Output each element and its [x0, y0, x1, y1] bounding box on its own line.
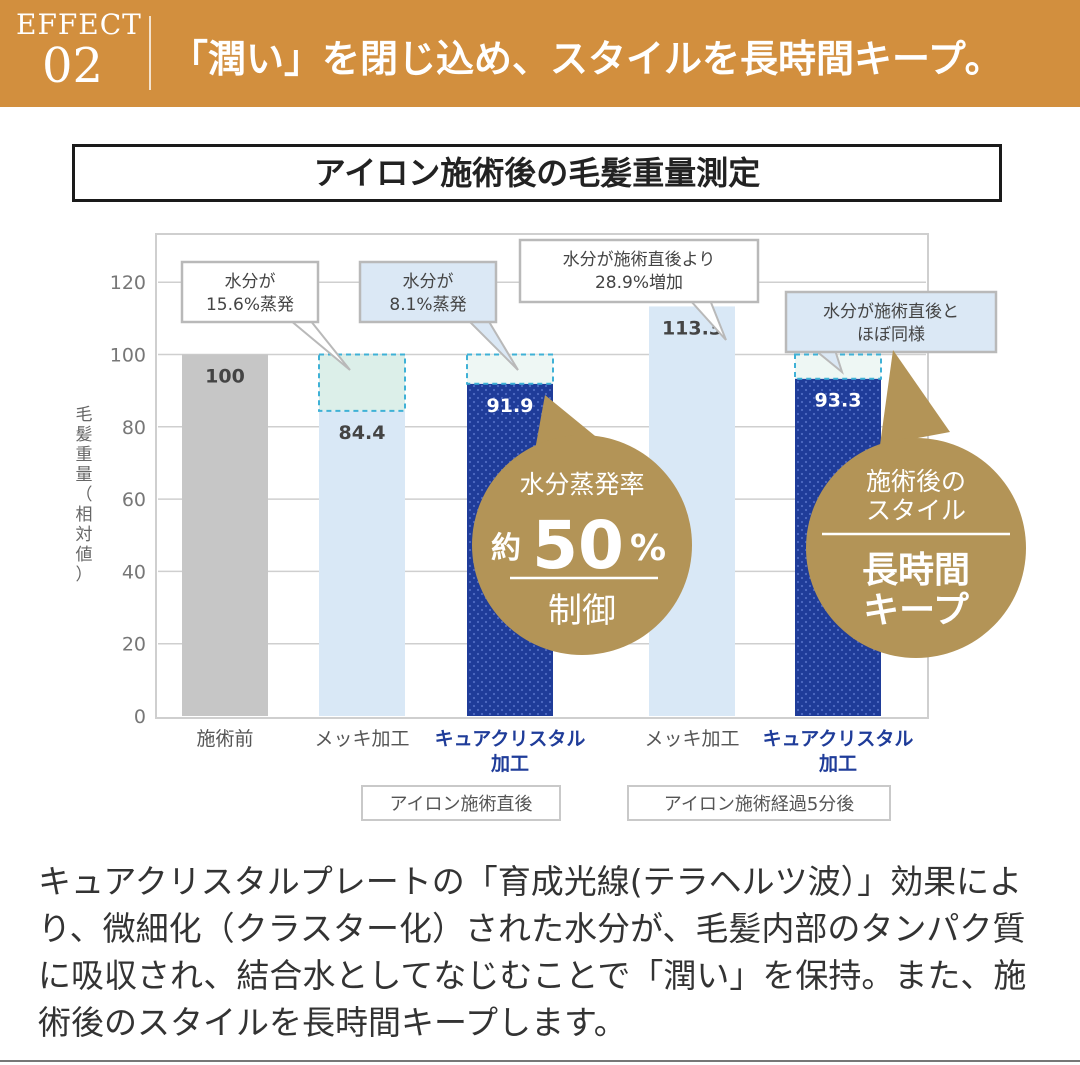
- y-tick-label: 80: [122, 417, 146, 439]
- evaporated-segment: [318, 353, 406, 412]
- x-category-label: キュアクリスタル加工: [763, 728, 914, 775]
- badge-bottom-text: 長時間: [862, 550, 970, 591]
- badge-circle: [472, 435, 692, 655]
- bar: [319, 410, 405, 716]
- header-banner: EFFECT 02 「潤い」を閉じ込め、スタイルを長時間キープ。: [0, 0, 1080, 107]
- callout-text: 8.1%蒸発: [389, 295, 466, 315]
- x-category-label: メッキ加工: [314, 728, 409, 750]
- hair-weight-chart: 0 20 40 60 80 100 120 毛髪重量（相対値） 100 84.4 91.9 113…: [76, 233, 1026, 821]
- effect-label: EFFECT: [16, 8, 142, 41]
- bar-value-label: 84.4: [339, 422, 386, 444]
- badge-bottom-text: キープ: [863, 590, 969, 631]
- y-tick-label: 40: [122, 561, 146, 583]
- y-tick-label: 60: [122, 489, 146, 511]
- badge-top-text: 水分蒸発率: [519, 470, 644, 499]
- headline: 「潤い」を閉じ込め、スタイルを長時間キープ。: [170, 37, 1003, 81]
- y-tick-label: 100: [110, 345, 146, 367]
- bar: [182, 354, 268, 716]
- badge-percent: %: [630, 528, 666, 569]
- badge-prefix: 約: [491, 531, 521, 566]
- badge-pointer: [880, 350, 950, 445]
- badge-top-text: スタイル: [866, 496, 966, 525]
- bar-value-label: 113.3: [662, 317, 722, 339]
- group-label-box: [627, 785, 891, 821]
- group-label: アイロン施術直後: [389, 794, 532, 815]
- callout-text: 15.6%蒸発: [206, 295, 294, 315]
- y-tick-label: 0: [134, 706, 146, 728]
- description-text: キュアクリスタルプレートの「育成光線(テラヘルツ波）」効果により、微細化（クラス…: [38, 862, 1027, 1042]
- callout-text: 水分が施術直後と: [823, 302, 959, 322]
- callout-box: [180, 260, 320, 324]
- y-axis-label: 毛髪重量（相対値）: [76, 405, 93, 585]
- y-tick-label: 20: [122, 634, 146, 656]
- callout-text: 水分が: [403, 272, 454, 292]
- bar-value-label: 100: [205, 366, 245, 388]
- bar-value-label: 91.9: [487, 395, 534, 417]
- callout-box: [518, 238, 760, 304]
- group-label-box: [361, 785, 561, 821]
- callout-text: ほぼ同様: [857, 325, 925, 345]
- bottom-rule: [0, 1060, 1080, 1062]
- y-tick-label: 120: [110, 272, 146, 294]
- banner-divider: [149, 16, 151, 90]
- x-category-label: メッキ加工: [644, 728, 739, 750]
- x-category-label: キュアクリスタル加工: [435, 728, 586, 775]
- callout-text: 28.9%増加: [595, 273, 683, 293]
- group-label: アイロン施術経過5分後: [664, 794, 855, 815]
- badge-top-text: 施術後の: [866, 467, 966, 496]
- badge-circle: [806, 438, 1026, 658]
- effect-number: 02: [42, 38, 104, 94]
- callout-box: [784, 290, 998, 354]
- callout-text: 水分が: [225, 272, 276, 292]
- badge-big-number: 50: [532, 507, 624, 584]
- callout-text: 水分が施術直後より: [563, 250, 716, 270]
- bar-value-label: 93.3: [815, 390, 862, 412]
- callout-box: [358, 260, 498, 324]
- x-category-label: 施術前: [196, 728, 253, 750]
- chart-title: アイロン施術後の毛髪重量測定: [72, 144, 1002, 202]
- badge-bottom-text: 制御: [548, 591, 616, 631]
